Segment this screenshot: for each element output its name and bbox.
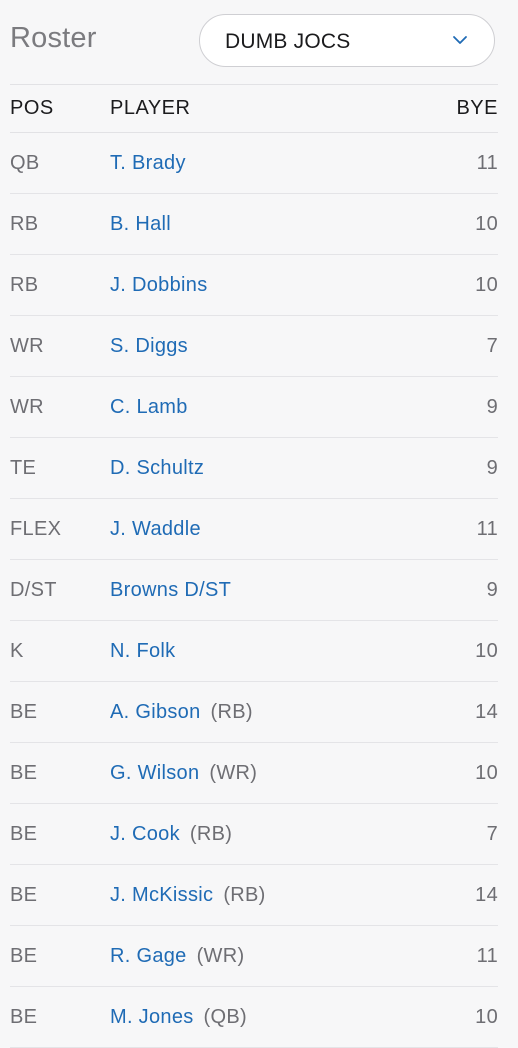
- bye-week: 7: [486, 823, 498, 845]
- bye-week: 14: [475, 884, 498, 906]
- table-row: WR C. Lamb 9: [10, 377, 498, 438]
- player-cell: J. Waddle: [110, 518, 201, 541]
- bye-week: 11: [476, 518, 498, 540]
- player-name-link[interactable]: A. Gibson: [110, 701, 201, 723]
- roster-slot: BE: [10, 945, 38, 967]
- player-eligibility: (RB): [189, 823, 233, 845]
- column-header-player: PLAYER: [110, 97, 191, 119]
- player-cell: B. Hall: [110, 213, 171, 236]
- player-cell: J. Cook (RB): [110, 823, 232, 846]
- roster-slot: BE: [10, 762, 38, 784]
- table-row: BE J. McKissic (RB) 14: [10, 865, 498, 926]
- player-cell: T. Brady: [110, 152, 186, 175]
- player-name-link[interactable]: T. Brady: [110, 152, 186, 174]
- player-cell: J. Dobbins: [110, 274, 208, 297]
- table-row: WR S. Diggs 7: [10, 316, 498, 377]
- player-eligibility: (WR): [196, 945, 245, 967]
- table-row: BE A. Gibson (RB) 14: [10, 682, 498, 743]
- column-header-divider: [10, 132, 498, 133]
- player-name-link[interactable]: Browns D/ST: [110, 579, 232, 601]
- roster-slot: D/ST: [10, 579, 57, 601]
- player-name-link[interactable]: B. Hall: [110, 213, 172, 235]
- bye-week: 10: [475, 762, 498, 784]
- player-name-link[interactable]: M. Jones: [110, 1006, 194, 1028]
- player-cell: C. Lamb: [110, 396, 188, 419]
- header-divider: [10, 84, 498, 85]
- player-cell: J. McKissic (RB): [110, 884, 266, 907]
- bye-week: 10: [475, 1006, 498, 1028]
- column-header-bye: BYE: [456, 97, 498, 119]
- player-eligibility: (RB): [223, 884, 266, 906]
- roster-table: QB T. Brady 11 RB B. Hall 10 RB J. Dobbins 10 WR S…: [0, 133, 518, 1048]
- roster-slot: K: [10, 640, 24, 662]
- player-cell: S. Diggs: [110, 335, 188, 358]
- player-cell: N. Folk: [110, 640, 175, 663]
- chevron-down-icon: [453, 36, 467, 44]
- player-cell: R. Gage (WR): [110, 945, 244, 968]
- roster-slot: BE: [10, 1006, 38, 1028]
- roster-slot: RB: [10, 213, 39, 235]
- player-name-link[interactable]: J. Cook: [110, 823, 180, 845]
- bye-week: 10: [475, 274, 498, 296]
- bye-week: 9: [486, 579, 498, 601]
- player-name-link[interactable]: D. Schultz: [110, 457, 205, 479]
- table-row: QB T. Brady 11: [10, 133, 498, 194]
- table-row: BE M. Jones (QB) 10: [10, 987, 498, 1048]
- team-select-dropdown[interactable]: DUMB JOCS: [199, 14, 495, 67]
- player-eligibility: (RB): [210, 701, 253, 723]
- table-row: BE G. Wilson (WR) 10: [10, 743, 498, 804]
- table-row: FLEX J. Waddle 11: [10, 499, 498, 560]
- bye-week: 10: [475, 640, 498, 662]
- player-name-link[interactable]: J. McKissic: [110, 884, 214, 906]
- roster-slot: TE: [10, 457, 37, 479]
- bye-week: 9: [486, 396, 498, 418]
- roster-slot: RB: [10, 274, 39, 296]
- roster-slot: WR: [10, 396, 44, 418]
- bye-week: 11: [476, 945, 498, 967]
- player-cell: Browns D/ST: [110, 579, 231, 602]
- roster-slot: BE: [10, 701, 38, 723]
- player-name-link[interactable]: J. Waddle: [110, 518, 201, 540]
- roster-slot: BE: [10, 884, 38, 906]
- table-row: K N. Folk 10: [10, 621, 498, 682]
- bye-week: 10: [475, 213, 498, 235]
- table-row: D/ST Browns D/ST 9: [10, 560, 498, 621]
- table-row: RB J. Dobbins 10: [10, 255, 498, 316]
- column-header-pos: POS: [10, 97, 54, 119]
- bye-week: 7: [486, 335, 498, 357]
- player-name-link[interactable]: G. Wilson: [110, 762, 200, 784]
- roster-header: Roster DUMB JOCS: [0, 0, 518, 84]
- team-select-value: DUMB JOCS: [225, 30, 351, 53]
- roster-slot: FLEX: [10, 518, 62, 540]
- table-row: BE J. Cook (RB) 7: [10, 804, 498, 865]
- roster-slot: WR: [10, 335, 44, 357]
- table-row: TE D. Schultz 9: [10, 438, 498, 499]
- player-eligibility: (WR): [209, 762, 258, 784]
- table-row: RB B. Hall 10: [10, 194, 498, 255]
- player-cell: A. Gibson (RB): [110, 701, 253, 724]
- player-eligibility: (QB): [203, 1006, 247, 1028]
- roster-slot: QB: [10, 152, 40, 174]
- player-cell: D. Schultz: [110, 457, 204, 480]
- player-name-link[interactable]: C. Lamb: [110, 396, 188, 418]
- player-cell: G. Wilson (WR): [110, 762, 257, 785]
- bye-week: 14: [475, 701, 498, 723]
- player-name-link[interactable]: J. Dobbins: [110, 274, 208, 296]
- player-name-link[interactable]: R. Gage: [110, 945, 187, 967]
- player-name-link[interactable]: S. Diggs: [110, 335, 188, 357]
- player-name-link[interactable]: N. Folk: [110, 640, 176, 662]
- roster-slot: BE: [10, 823, 38, 845]
- table-row: BE R. Gage (WR) 11: [10, 926, 498, 987]
- bye-week: 9: [486, 457, 498, 479]
- bye-week: 11: [476, 152, 498, 174]
- page-title: Roster: [10, 22, 97, 54]
- player-cell: M. Jones (QB): [110, 1006, 247, 1029]
